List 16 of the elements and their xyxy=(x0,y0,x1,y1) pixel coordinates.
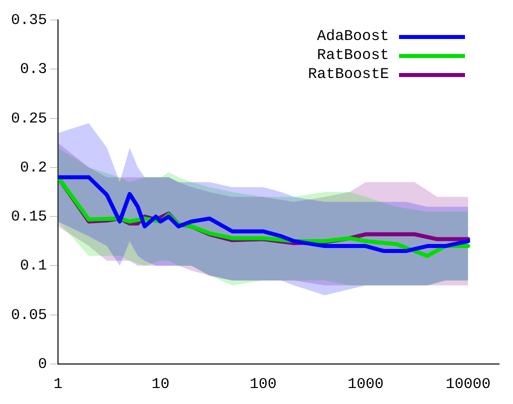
y-tick-label: 0.2 xyxy=(20,159,48,176)
y-tick-label: 0.05 xyxy=(10,306,48,324)
x-tick-label: 1 xyxy=(54,376,63,393)
x-tick-label: 1000 xyxy=(348,376,384,393)
legend-label: RatBoost xyxy=(316,47,389,64)
y-tick-label: 0.3 xyxy=(20,61,48,78)
legend-label: AdaBoost xyxy=(316,28,389,45)
y-tick-label: 0.1 xyxy=(20,258,48,275)
y-tick-label: 0.25 xyxy=(10,110,48,128)
x-tick-label: 100 xyxy=(250,376,277,393)
y-tick-label: 0.35 xyxy=(10,12,48,29)
y-tick-label: 0 xyxy=(38,356,48,373)
legend-label: RatBoostE xyxy=(308,66,389,83)
y-tick-label: 0.15 xyxy=(10,208,48,226)
x-tick-label: 10000 xyxy=(446,376,491,393)
x-tick-label: 10 xyxy=(152,376,170,393)
